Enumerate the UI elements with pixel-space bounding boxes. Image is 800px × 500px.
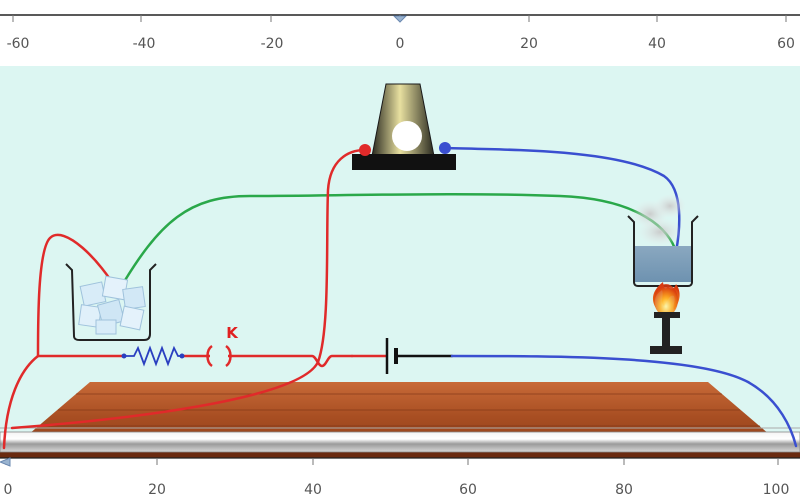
- bottom-ruler[interactable]: 0 20 40 60 80 100: [0, 457, 800, 500]
- ice-cubes: [78, 275, 146, 335]
- wires: [2, 146, 798, 450]
- lamp-base: [352, 154, 456, 170]
- battery[interactable]: [385, 338, 398, 374]
- top-ruler[interactable]: -60 -40 -20 0 20 40 60: [0, 0, 800, 66]
- top-ruler-label: -20: [261, 36, 284, 52]
- bottom-ruler-label: 100: [763, 482, 790, 498]
- switch-label: K: [226, 324, 239, 342]
- bottom-ruler-slider-handle[interactable]: [0, 457, 11, 467]
- red-wire-rod-left[interactable]: [10, 360, 320, 430]
- red-wire-to-rod[interactable]: [2, 354, 40, 450]
- steam: [638, 218, 682, 246]
- lamp[interactable]: [352, 83, 456, 170]
- blue-wire-to-rod[interactable]: [450, 354, 798, 448]
- top-ruler-label: 60: [777, 36, 795, 52]
- resistor[interactable]: [121, 345, 185, 367]
- top-ruler-slider-handle[interactable]: [392, 15, 408, 23]
- top-ruler-label: -60: [7, 36, 30, 52]
- top-ruler-label: -40: [133, 36, 156, 52]
- top-ruler-background: [0, 0, 800, 66]
- lamp-bulb: [392, 121, 422, 151]
- steam: [654, 194, 686, 218]
- red-wire-loop[interactable]: [36, 233, 120, 358]
- bottom-ruler-label: 0: [4, 482, 13, 498]
- bottom-ruler-label: 20: [148, 482, 166, 498]
- top-ruler-label: 20: [520, 36, 538, 52]
- bottom-ruler-label: 80: [615, 482, 633, 498]
- hot-water: [635, 246, 691, 282]
- bottom-ruler-label: 40: [304, 482, 322, 498]
- burner: [650, 282, 682, 354]
- switch-k[interactable]: K: [206, 324, 239, 368]
- red-wire-to-lamp[interactable]: [316, 148, 367, 364]
- flame-core: [654, 284, 678, 316]
- bottom-ruler-label: 60: [459, 482, 477, 498]
- burner-base: [650, 346, 682, 354]
- burner-nozzle: [654, 312, 680, 318]
- blue-wire-to-hot-beaker[interactable]: [443, 146, 681, 254]
- burner-stem: [662, 318, 670, 346]
- bottom-ruler-background: [0, 458, 800, 500]
- hot-water-beaker[interactable]: [627, 194, 699, 287]
- ice-beaker[interactable]: [65, 263, 157, 341]
- red-wire-to-battery[interactable]: [230, 354, 354, 368]
- metal-rod[interactable]: [0, 427, 800, 453]
- top-ruler-label: 40: [648, 36, 666, 52]
- top-ruler-label: 0: [396, 36, 405, 52]
